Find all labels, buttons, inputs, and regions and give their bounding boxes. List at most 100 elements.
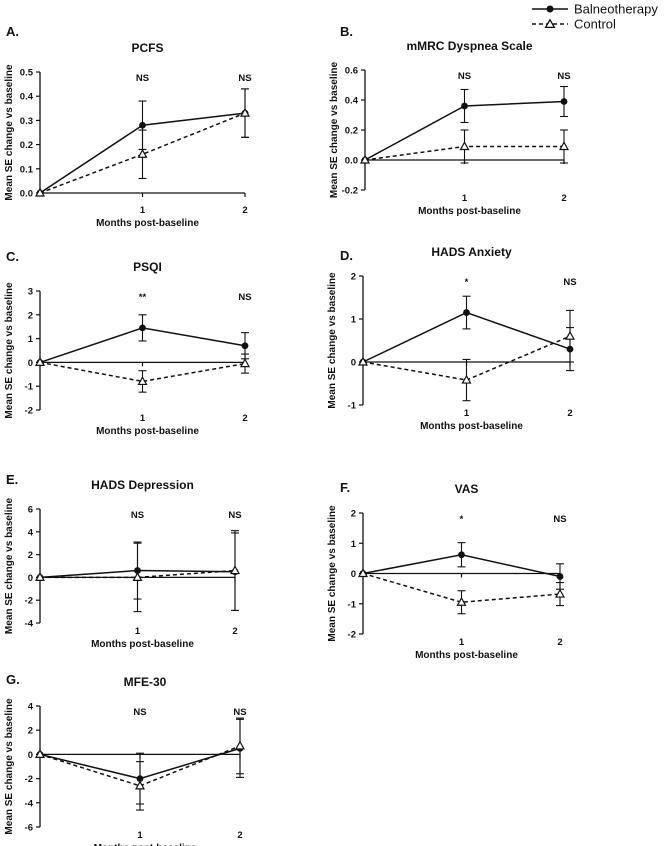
significance-label: NS [233,707,246,718]
data-point [560,98,568,105]
x-axis-label: Months post-baseline [96,426,199,437]
y-tick-label: -0.2 [342,186,358,197]
chart-title: VAS [455,482,479,496]
data-point [459,141,470,151]
series-control [34,530,241,613]
data-point [137,376,148,386]
y-tick-label: 0 [28,358,33,369]
chart-panel-3: C. PSQI -2 -1 0 1 2 3 Mean SE change vs baseline… [4,249,252,437]
y-tick-label: 0 [28,573,33,584]
x-tick-label: 1 [137,830,143,841]
panel-label: F. [340,480,350,495]
y-tick-label: 3 [28,287,33,298]
y-axis-label: Mean SE change vs baseline [327,505,338,642]
y-tick-label: 2 [351,272,356,283]
data-point [357,356,369,366]
data-point [34,187,46,197]
significance-label: NS [553,514,566,525]
y-tick-label: 0.2 [345,126,358,137]
significance-label: NS [228,510,241,521]
y-tick-label: -2 [25,774,33,785]
series-control [357,309,576,402]
y-tick-label: 1 [351,315,357,326]
y-tick-label: 0.2 [20,140,33,151]
y-tick-label: -1 [348,599,357,610]
legend-balneotherapy-label: Balneotherapy [574,2,658,17]
x-tick-label: 2 [567,408,572,419]
data-point [139,324,146,332]
y-tick-label: -1 [25,382,34,393]
y-tick-label: 0.6 [345,66,358,77]
x-tick-label: 1 [140,413,146,424]
legend-balneotherapy-marker [546,5,554,13]
significance-label: NS [238,73,251,84]
data-point [241,342,249,350]
y-tick-label: -2 [25,596,33,607]
chart-title: PCFS [131,41,163,55]
y-tick-label: 0.0 [20,189,33,200]
series-line [39,112,246,194]
x-tick-label: 2 [232,626,237,637]
x-axis-label: Months post-baseline [94,843,197,846]
series-control [357,568,566,615]
significance-label: ** [139,292,147,303]
y-tick-label: 0.4 [345,96,359,107]
y-tick-label: 1 [28,334,34,345]
legend: Balneotherapy Control [532,2,658,32]
data-point [137,148,148,158]
y-axis-label: Mean SE change vs baseline [4,497,15,634]
y-tick-label: 0 [28,750,33,761]
y-tick-label: 0.5 [20,68,34,79]
panel-label: B. [340,24,353,39]
y-tick-label: 4 [28,702,34,713]
y-tick-label: -2 [25,406,33,417]
x-tick-label: 2 [242,413,247,424]
y-axis-label: Mean SE change vs baseline [4,698,15,835]
y-tick-label: 2 [28,550,33,561]
y-axis-label: Mean SE change vs baseline [327,272,338,409]
x-tick-label: 2 [557,637,562,648]
y-tick-label: -4 [25,619,34,630]
y-tick-label: 0.3 [20,116,33,127]
chart-title: PSQI [133,260,162,274]
x-tick-label: 1 [135,626,141,637]
y-tick-label: 1 [351,539,357,550]
data-point [229,565,241,575]
significance-label: NS [238,292,251,303]
series-control [34,88,251,197]
x-axis-label: Months post-baseline [420,421,523,432]
panel-label: G. [6,672,20,687]
x-axis-label: Months post-baseline [415,650,518,661]
y-tick-label: -1 [348,401,357,412]
significance-label: NS [557,71,570,82]
data-point [239,107,251,117]
series-control [359,129,570,164]
data-point [456,596,467,606]
series-control [34,353,251,393]
x-tick-label: 1 [140,205,146,216]
x-tick-label: 1 [459,637,465,648]
y-tick-label: 2 [351,509,356,520]
data-point [132,571,143,582]
significance-label: NS [131,510,144,521]
x-tick-label: 2 [237,830,242,841]
y-tick-label: 0.0 [345,156,358,167]
data-point [239,358,251,368]
chart-panel-6: F. VAS -2 -1 0 1 2 Mean SE change vs baseline 1 2… [327,480,567,661]
panel-label: A. [6,24,19,39]
data-point [134,780,146,790]
series-line [40,569,236,579]
significance-label: NS [563,277,576,288]
x-axis-label: Months post-baseline [91,639,194,650]
significance-label: * [460,514,464,525]
y-tick-label: -2 [348,630,356,641]
chart-panel-2: B. mMRC Dyspnea Scale -0.2 0.0 0.2 0.4 0.6 Mean… [329,24,571,217]
data-point [556,573,564,580]
series-line [39,745,241,787]
significance-label: NS [133,707,146,718]
data-point [357,568,369,578]
data-point [461,102,468,110]
x-tick-label: 1 [462,193,468,204]
data-point [554,588,566,598]
